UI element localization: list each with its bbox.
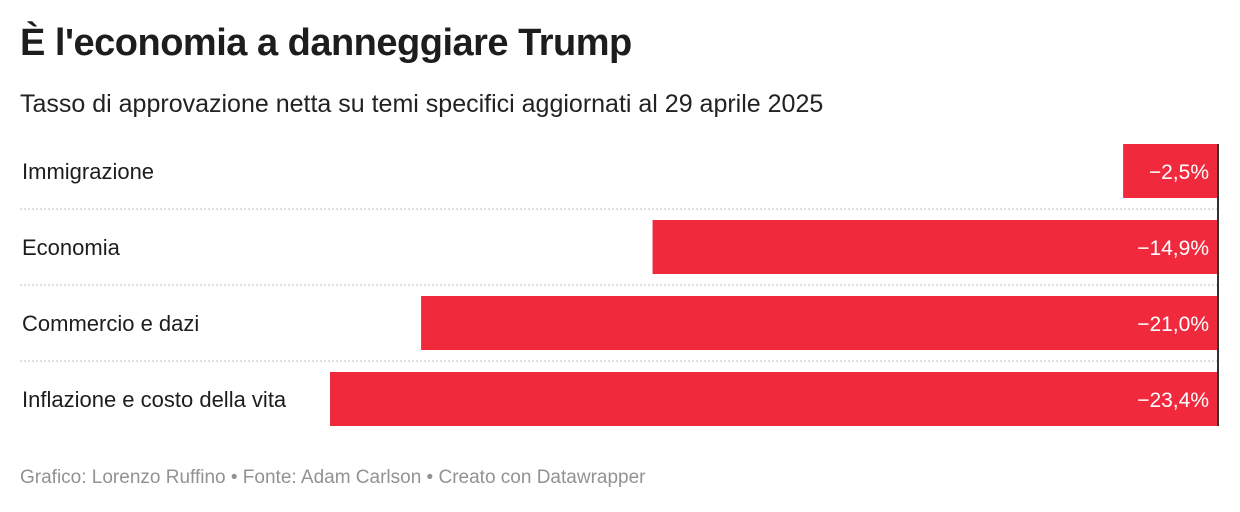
bar — [421, 296, 1219, 350]
category-label: Inflazione e costo della vita — [22, 387, 287, 412]
chart-title: È l'economia a danneggiare Trump — [20, 22, 632, 64]
chart-subtitle: Tasso di approvazione netta su temi spec… — [20, 90, 824, 118]
value-label: −23,4% — [1137, 389, 1209, 412]
footer-credits: Grafico: Lorenzo Ruffino • Fonte: Adam C… — [20, 467, 646, 488]
category-label: Commercio e dazi — [22, 311, 199, 336]
value-label: −2,5% — [1149, 161, 1209, 184]
category-label: Immigrazione — [22, 159, 154, 184]
value-label: −21,0% — [1137, 313, 1209, 336]
bar — [330, 372, 1218, 426]
bar — [652, 220, 1218, 274]
category-label: Economia — [22, 235, 121, 260]
bar — [1123, 144, 1218, 198]
value-label: −14,9% — [1137, 237, 1209, 260]
